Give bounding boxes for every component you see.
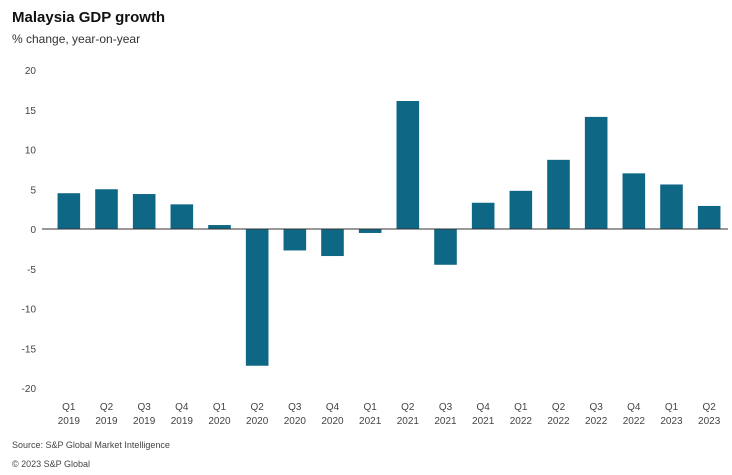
x-tick-year: 2023 [660,416,683,427]
x-tick-quarter: Q3 [439,402,453,413]
x-tick-year: 2022 [510,416,533,427]
y-tick-label: 15 [25,106,37,117]
y-tick-label: -15 [22,344,37,355]
x-tick-year: 2019 [95,416,118,427]
bar [396,101,420,229]
bar [622,173,646,229]
bar [547,159,570,229]
y-tick-label: 10 [25,146,37,157]
chart-title: Malaysia GDP growth [12,9,166,26]
x-tick-quarter: Q2 [250,402,264,413]
x-tick-quarter: Q2 [702,402,716,413]
x-tick-quarter: Q2 [552,402,566,413]
y-tick-label: -10 [22,305,37,316]
bar [434,229,457,265]
x-tick-year: 2022 [547,416,570,427]
y-tick-label: 0 [30,225,36,236]
x-tick-year: 2020 [321,416,344,427]
x-tick-quarter: Q1 [213,402,227,413]
y-tick-label: -5 [27,265,36,276]
bar [697,205,721,229]
x-tick-quarter: Q1 [363,402,377,413]
bar [170,204,194,229]
bar [283,229,307,251]
x-tick-year: 2021 [434,416,457,427]
bar [208,225,231,229]
source-note: Source: S&P Global Market Intelligence [12,440,170,450]
x-tick-year: 2020 [284,416,307,427]
y-tick-label: -20 [22,384,37,395]
bar [509,190,533,229]
x-tick-year: 2021 [397,416,420,427]
x-tick-quarter: Q2 [401,402,415,413]
x-tick-quarter: Q1 [514,402,528,413]
x-tick-year: 2020 [208,416,231,427]
x-tick-year: 2021 [472,416,495,427]
bar [245,229,269,366]
bar [358,229,382,233]
x-tick-quarter: Q2 [100,402,114,413]
x-tick-year: 2022 [623,416,646,427]
y-tick-label: 20 [25,66,37,77]
bar [57,193,81,229]
x-tick-year: 2022 [585,416,608,427]
bar [321,229,344,257]
x-tick-quarter: Q3 [137,402,151,413]
x-tick-quarter: Q1 [62,402,76,413]
x-tick-year: 2023 [698,416,721,427]
x-tick-quarter: Q3 [589,402,603,413]
bar [95,189,118,229]
bar [132,194,156,229]
x-tick-year: 2019 [133,416,156,427]
x-tick-quarter: Q4 [175,402,189,413]
bar [584,116,608,229]
x-tick-quarter: Q1 [665,402,679,413]
x-tick-year: 2019 [171,416,194,427]
bar [660,184,683,229]
bar [471,202,495,229]
x-tick-year: 2020 [246,416,269,427]
x-tick-year: 2021 [359,416,382,427]
x-tick-year: 2019 [58,416,81,427]
x-tick-quarter: Q4 [326,402,340,413]
x-tick-quarter: Q4 [476,402,490,413]
x-tick-quarter: Q4 [627,402,641,413]
chart-subtitle: % change, year-on-year [12,32,141,46]
y-tick-label: 5 [30,185,36,196]
copyright-note: © 2023 S&P Global [12,459,91,469]
x-tick-quarter: Q3 [288,402,302,413]
